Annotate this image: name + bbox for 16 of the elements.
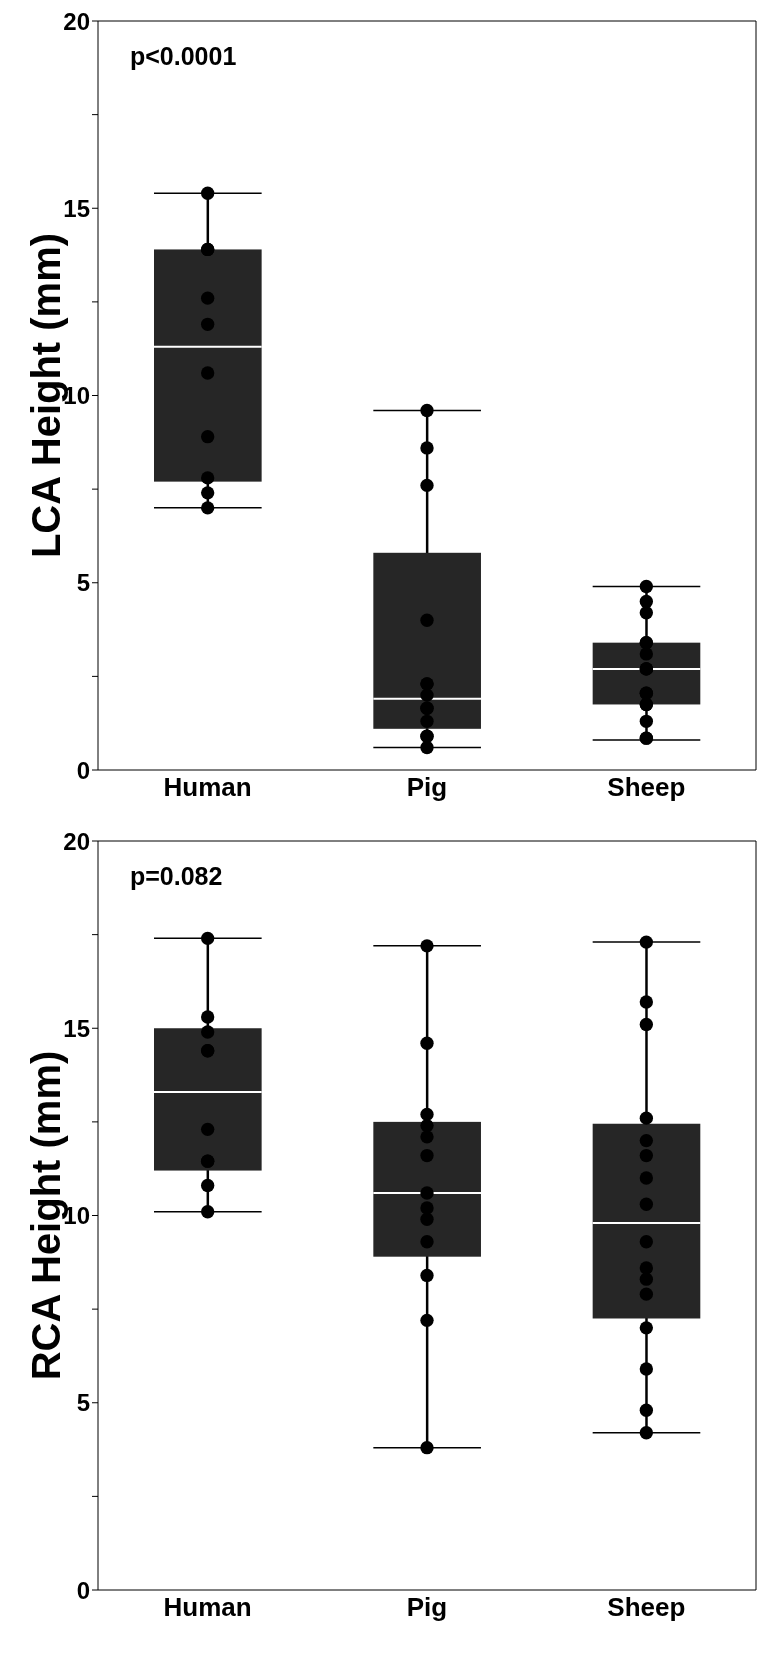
y-tick-label: 15: [63, 1014, 90, 1042]
x-tick-label: Sheep: [607, 772, 686, 803]
y-tick-label: 20: [63, 827, 90, 855]
y-tick-label: 20: [63, 7, 90, 35]
y-tick-label: 0: [76, 1576, 90, 1604]
y-tick-label: 5: [76, 569, 90, 597]
x-tick-label: Sheep: [607, 1592, 686, 1623]
y-tick-label: 15: [63, 194, 90, 222]
y-tick-label: 5: [76, 1389, 90, 1417]
x-tick-label: Pig: [406, 772, 448, 803]
annotation: p<0.0001: [130, 42, 237, 71]
x-tick-label: Human: [163, 772, 252, 803]
x-tick-label: Pig: [406, 1592, 448, 1623]
y-tick-label: 0: [76, 756, 90, 784]
x-tick-label: Human: [163, 1592, 252, 1623]
annotation: p=0.082: [130, 862, 223, 891]
